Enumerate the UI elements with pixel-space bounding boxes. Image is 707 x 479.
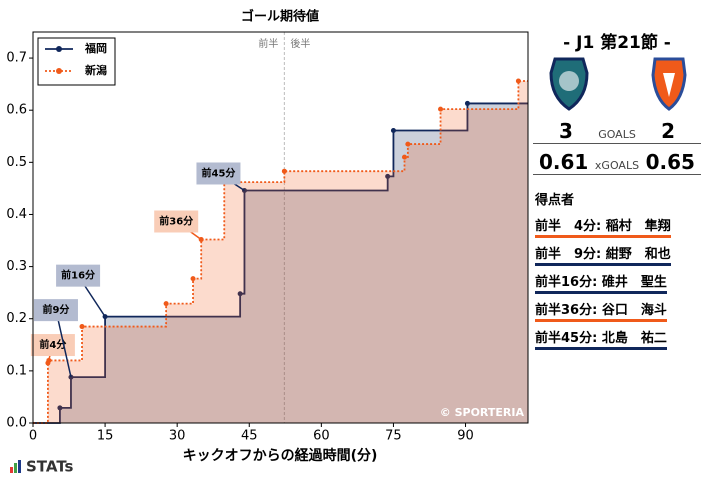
scorers-list: 前半 4分: 稲村 隼翔 前半 9分: 紺野 和也 前半16分: 碓井 聖生 前半36…	[533, 210, 701, 350]
half-label: 後半	[290, 37, 310, 50]
goals-row: 3 GOALS 2	[533, 119, 701, 144]
scorer: 前半 4分: 稲村 隼翔	[535, 215, 671, 238]
x-tick-label: 45	[241, 429, 258, 444]
xg-row: 0.61 xGOALS 0.65	[533, 150, 701, 175]
scorer: 前半36分: 谷口 海斗	[535, 299, 667, 322]
annotation-label: 前36分	[159, 214, 193, 227]
legend-label: 新潟	[85, 63, 107, 77]
watermark: © SPORTERIA	[440, 406, 525, 419]
legend-box	[37, 37, 116, 86]
step-line	[33, 80, 528, 424]
x-tick-label: 30	[169, 429, 186, 444]
team-logos	[549, 57, 687, 111]
shot-point	[515, 78, 521, 84]
shot-point	[438, 106, 444, 112]
x-tick-label: 90	[457, 429, 474, 444]
home-xg: 0.61	[539, 150, 589, 174]
shot-point	[79, 324, 85, 330]
shot-point	[281, 168, 287, 174]
shot-point	[405, 141, 411, 147]
shot-point	[237, 291, 243, 297]
y-tick-label: 0.1	[6, 363, 27, 378]
half-label: 前半	[258, 37, 278, 50]
annotation-box	[33, 299, 78, 322]
annotation-box	[196, 162, 241, 185]
shot-point	[401, 154, 407, 160]
legend-marker	[56, 68, 62, 74]
home-goals: 3	[559, 119, 573, 143]
shot-point	[190, 276, 196, 282]
scorer: 前半 9分: 紺野 和也	[535, 243, 671, 266]
y-tick-label: 0.7	[6, 51, 27, 66]
xg-label: xGOALS	[594, 159, 640, 172]
annotation-box	[56, 264, 101, 287]
annotation-box	[154, 210, 199, 233]
brand: STATs	[26, 458, 74, 476]
annotation-label: 前16分	[61, 269, 95, 282]
x-tick-label: 0	[29, 429, 37, 444]
away-xg: 0.65	[645, 150, 695, 174]
shot-point	[57, 405, 63, 411]
shot-point	[385, 173, 391, 179]
y-tick-label: 0.0	[6, 416, 27, 431]
y-tick-label: 0.2	[6, 311, 27, 326]
y-tick-label: 0.6	[6, 103, 27, 118]
away-goals: 2	[661, 119, 675, 143]
scorer: 前半45分: 北島 祐二	[535, 327, 667, 350]
chart-title: ゴール期待値	[241, 9, 319, 25]
legend-marker	[56, 46, 62, 52]
area	[33, 103, 528, 423]
scorer: 前半16分: 碓井 聖生	[535, 271, 667, 294]
brand-logo: STATs	[10, 458, 74, 476]
annotation-box	[30, 334, 75, 357]
annotation-leader	[55, 309, 72, 378]
y-tick-label: 0.4	[6, 207, 27, 222]
annotation-label: 前9分	[42, 303, 69, 316]
scorers-title: 得点者	[535, 193, 575, 208]
goals-label: GOALS	[598, 128, 636, 141]
plot-frame	[32, 31, 529, 424]
x-axis-label: キックオフからの経過時間(分)	[183, 447, 378, 464]
side-panel: - J1 第21節 - 3 GOALS 2 0.61 xGOALS 0.65 得…	[533, 28, 701, 350]
round: - J1 第21節 -	[563, 33, 671, 53]
y-tick-label: 0.5	[6, 155, 27, 170]
x-tick-label: 15	[97, 429, 114, 444]
y-tick-label: 0.3	[6, 259, 27, 274]
legend-label: 福岡	[84, 41, 107, 55]
shot-point	[390, 128, 396, 134]
shot-point	[464, 100, 470, 106]
x-tick-label: 75	[385, 429, 402, 444]
x-tick-label: 60	[313, 429, 330, 444]
area	[33, 81, 528, 423]
shot-point	[163, 301, 169, 307]
annotation-label: 前45分	[201, 166, 235, 179]
annotation-label: 前4分	[39, 338, 66, 351]
